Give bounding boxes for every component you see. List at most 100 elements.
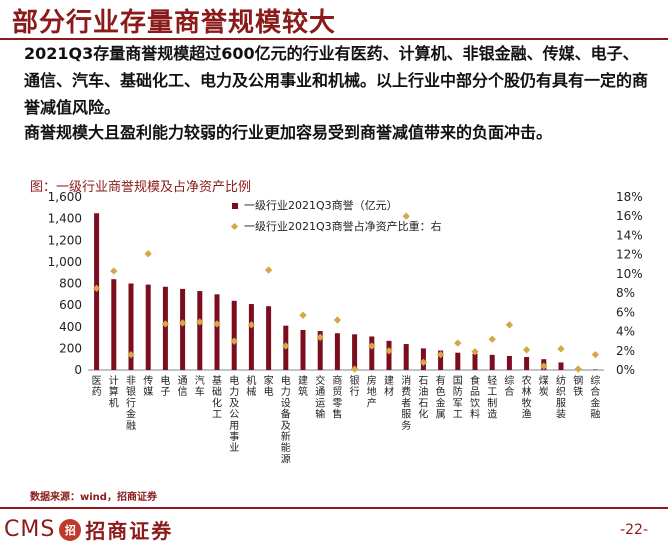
bar [472,353,478,370]
x-tick-label: 商贸零售 [332,374,342,421]
marker-point [454,339,462,347]
bar [128,283,134,370]
marker-point [178,319,187,327]
x-tick-label: 纺织服装 [556,374,566,421]
marker-point [282,342,290,350]
bar [231,300,237,370]
bar [352,334,358,370]
x-tick-label: 综合 [504,374,514,398]
x-tick-label: 有色金属 [436,374,446,421]
marker-point [92,284,101,292]
bar [558,362,564,370]
x-tick-label: 非银行金融 [126,375,136,432]
marker-point [144,250,152,258]
y-left-tick-label: 1,000 [48,255,82,269]
logo-company-name: 招商证券 [85,519,174,543]
footer-divider [0,507,668,509]
marker-point [110,267,118,275]
bar [180,288,186,370]
x-tick-label: 电力设备及新能源 [281,374,291,465]
marker-point [540,362,548,370]
x-tick-label: 基础化工 [212,374,222,421]
x-tick-label: 汽车 [195,374,205,398]
bar [506,355,512,370]
marker-point [385,347,393,355]
bar [438,350,444,370]
bar [145,284,151,370]
x-tick-label: 消费者服务 [401,374,411,432]
bar [334,333,340,370]
legend-bar-swatch [232,203,238,209]
y-right-tick-label: 18% [616,190,643,204]
data-source: 数据来源：wind，招商证券 [30,492,157,503]
y-right-tick-label: 14% [616,228,643,242]
marker-point [419,358,428,366]
x-tick-label: 计算机 [109,374,119,409]
marker-point [213,320,221,328]
bar [592,369,598,370]
x-tick-label: 建筑 [298,374,308,398]
bar [369,336,375,370]
marker-point [333,316,342,324]
y-left-tick-label: 1,400 [48,212,82,226]
marker-point [591,350,600,359]
x-tick-label: 食品饮料 [470,374,480,421]
x-tick-label: 家电 [264,374,274,398]
bar [317,331,323,370]
y-right-tick-label: 6% [616,305,635,319]
y-right-tick-label: 4% [616,325,635,339]
marker-point [402,212,410,220]
x-tick-label: 农林牧渔 [522,374,532,421]
y-right-tick-label: 10% [616,267,643,281]
marker-point [505,321,514,329]
x-tick-label: 综合金融 [590,374,600,421]
bar [162,286,168,370]
x-tick-label: 电力及公用事业 [229,374,239,454]
x-tick-label: 轻工制造 [487,374,497,421]
marker-point [350,365,359,373]
bar [403,344,409,370]
y-right-tick-label: 2% [616,344,635,358]
marker-point [436,350,445,359]
y-left-tick-label: 400 [59,320,82,334]
title-divider [0,38,668,40]
legend-dot-label: 一级行业2021Q3商誉占净资产比重：右 [244,219,442,233]
marker-point [574,365,582,373]
x-tick-label: 房地产 [367,374,377,409]
bar [197,291,203,370]
x-tick-label: 机械 [246,374,256,398]
marker-point [127,350,135,359]
bar [248,304,254,370]
marker-point [522,346,531,354]
legend-bar-label: 一级行业2021Q3商誉（亿元） [244,198,398,212]
logo-cms-text: CMS [4,517,56,542]
y-left-tick-label: 800 [59,277,82,291]
bar [386,340,392,370]
company-logo: CMS 招 招商证券 [4,515,173,544]
goodwill-chart: 0 200 400 600 800 1,000 1,200 1,400 1,600 0% 2% 4% 6… [48,190,643,465]
y-left-tick-label: 0 [74,363,82,377]
bar [214,294,220,370]
marker-point [264,266,273,274]
bar [489,354,495,370]
marker-point [488,335,496,343]
y-left-tick-label: 1,600 [48,190,82,204]
bar [300,329,306,370]
x-tick-label: 通信 [178,375,188,398]
y-left-tick-label: 1,200 [48,233,82,247]
x-tick-label: 国防军工 [453,375,463,421]
page-title: 部分行业存量商誉规模较大 [12,8,337,38]
x-tick-label: 银行 [350,374,360,398]
x-tick-label: 建材 [384,374,394,398]
x-tick-label: 医药 [92,375,102,398]
bar [266,306,272,370]
y-right-tick-label: 12% [616,248,643,262]
marker-point [299,311,307,319]
page-number: -22- [620,522,648,538]
x-tick-label: 石油石化 [418,376,428,421]
marker-point [316,333,324,341]
marker-point [557,345,565,353]
logo-badge-icon: 招 [59,518,82,541]
figure-title: 图：一级行业商誉规模及占净资产比例 [30,180,252,195]
legend-dot-swatch [230,222,239,231]
